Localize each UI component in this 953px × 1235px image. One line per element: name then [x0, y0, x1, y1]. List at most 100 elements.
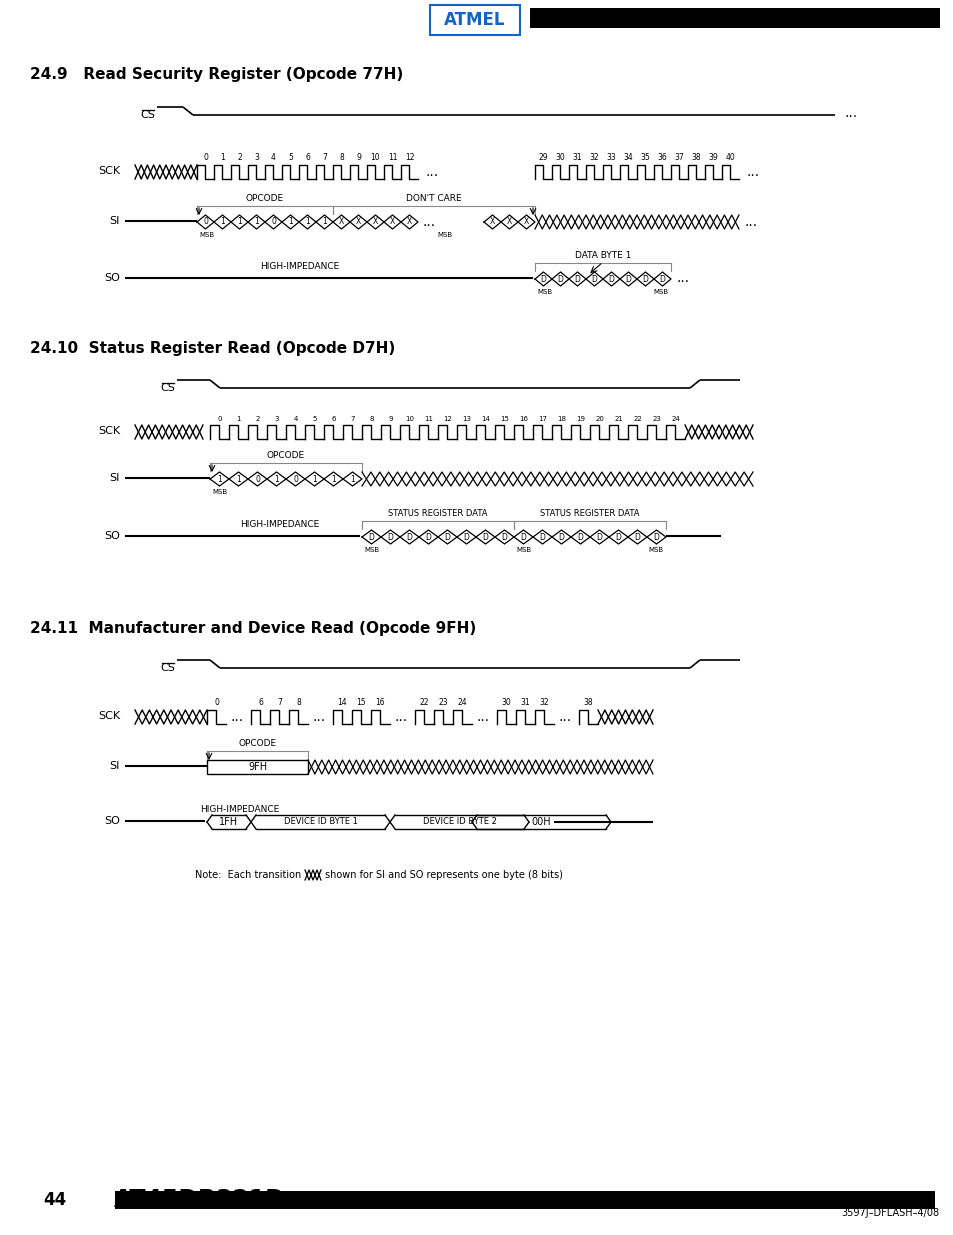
Text: 20: 20 — [595, 416, 603, 422]
Text: 24: 24 — [670, 416, 679, 422]
Text: 17: 17 — [537, 416, 546, 422]
Text: 1: 1 — [236, 474, 240, 483]
Text: 14: 14 — [480, 416, 490, 422]
Text: HIGH-IMPEDANCE: HIGH-IMPEDANCE — [260, 262, 339, 270]
Text: 10: 10 — [371, 153, 380, 162]
Text: 0: 0 — [203, 153, 208, 162]
Text: 1: 1 — [236, 416, 240, 422]
Text: 31: 31 — [572, 153, 581, 162]
Text: 1: 1 — [350, 474, 355, 483]
Text: 32: 32 — [589, 153, 598, 162]
Text: MSB: MSB — [364, 547, 378, 553]
Text: 2: 2 — [237, 153, 242, 162]
Bar — [430, 5, 519, 35]
Text: 5: 5 — [312, 416, 316, 422]
Text: X: X — [338, 217, 344, 226]
Text: 8: 8 — [369, 416, 374, 422]
Text: 2: 2 — [255, 416, 259, 422]
Text: D: D — [591, 274, 597, 284]
Text: ...: ... — [746, 165, 760, 179]
Text: 21: 21 — [614, 416, 622, 422]
Text: X: X — [373, 217, 377, 226]
Text: D: D — [574, 274, 579, 284]
Text: 40: 40 — [725, 153, 735, 162]
Text: 0: 0 — [293, 474, 297, 483]
Text: 16: 16 — [375, 698, 385, 706]
Text: HIGH-IMPEDANCE: HIGH-IMPEDANCE — [240, 520, 319, 529]
Text: D: D — [540, 274, 546, 284]
Text: ...: ... — [844, 106, 858, 120]
Text: SCK: SCK — [98, 165, 120, 177]
Text: ATMEL: ATMEL — [444, 11, 505, 28]
Text: 14: 14 — [337, 698, 347, 706]
Text: 13: 13 — [461, 416, 471, 422]
Text: CS: CS — [160, 383, 174, 393]
Text: 12: 12 — [442, 416, 452, 422]
Text: 1: 1 — [217, 474, 222, 483]
Text: 35: 35 — [640, 153, 650, 162]
Text: 12: 12 — [404, 153, 414, 162]
Text: SCK: SCK — [98, 426, 120, 436]
Text: D: D — [557, 274, 563, 284]
Text: 22: 22 — [419, 698, 429, 706]
Text: HIGH-IMPEDANCE: HIGH-IMPEDANCE — [200, 805, 279, 814]
Text: ...: ... — [677, 270, 689, 285]
Text: 0: 0 — [254, 474, 259, 483]
Text: X: X — [506, 217, 512, 226]
Text: OPCODE: OPCODE — [267, 451, 305, 459]
Text: 34: 34 — [623, 153, 633, 162]
Text: 7: 7 — [350, 416, 355, 422]
Text: 4: 4 — [271, 153, 275, 162]
Text: D: D — [444, 532, 450, 541]
Text: 38: 38 — [691, 153, 700, 162]
Text: 1: 1 — [322, 217, 327, 226]
Text: OPCODE: OPCODE — [238, 739, 276, 748]
Text: shown for SI and SO represents one byte (8 bits): shown for SI and SO represents one byte … — [325, 869, 562, 881]
Text: SO: SO — [104, 816, 120, 826]
Text: D: D — [463, 532, 469, 541]
Text: 30: 30 — [501, 698, 511, 706]
Text: D: D — [425, 532, 431, 541]
Text: 29: 29 — [538, 153, 548, 162]
Text: DEVICE ID BYTE 2: DEVICE ID BYTE 2 — [422, 818, 496, 826]
Text: 0: 0 — [271, 217, 275, 226]
Text: 1: 1 — [253, 217, 258, 226]
Text: 9: 9 — [388, 416, 393, 422]
Text: D: D — [608, 274, 614, 284]
Text: SI: SI — [110, 216, 120, 226]
Text: D: D — [558, 532, 564, 541]
Text: 7: 7 — [276, 698, 282, 706]
Bar — [530, 7, 939, 28]
Text: 0: 0 — [203, 217, 208, 226]
Text: 1: 1 — [274, 474, 278, 483]
Text: CS: CS — [160, 663, 174, 673]
Text: Note:  Each transition: Note: Each transition — [194, 869, 301, 881]
Text: DATA BYTE 1: DATA BYTE 1 — [575, 251, 631, 261]
Text: X: X — [489, 217, 495, 226]
Text: 1: 1 — [220, 217, 225, 226]
Text: SI: SI — [110, 473, 120, 483]
Text: MSB: MSB — [212, 489, 227, 495]
Text: ...: ... — [422, 215, 436, 228]
Text: MSB: MSB — [199, 232, 213, 238]
Text: 1: 1 — [237, 217, 242, 226]
Text: 24.10  Status Register Read (Opcode D7H): 24.10 Status Register Read (Opcode D7H) — [30, 341, 395, 356]
Text: OPCODE: OPCODE — [246, 194, 284, 203]
Text: 44: 44 — [43, 1191, 67, 1209]
Bar — [207, 760, 308, 774]
Text: MSB: MSB — [516, 547, 531, 553]
Text: 36: 36 — [657, 153, 667, 162]
Text: SO: SO — [104, 531, 120, 541]
Text: ...: ... — [395, 710, 408, 724]
Text: STATUS REGISTER DATA: STATUS REGISTER DATA — [388, 509, 487, 517]
Text: SCK: SCK — [98, 711, 120, 721]
Text: X: X — [355, 217, 361, 226]
Text: 23: 23 — [652, 416, 660, 422]
Text: 30: 30 — [555, 153, 565, 162]
Text: X: X — [390, 217, 395, 226]
Bar — [115, 1191, 934, 1209]
Text: 11: 11 — [387, 153, 396, 162]
Text: D: D — [577, 532, 583, 541]
Text: 23: 23 — [438, 698, 448, 706]
Text: D: D — [482, 532, 488, 541]
